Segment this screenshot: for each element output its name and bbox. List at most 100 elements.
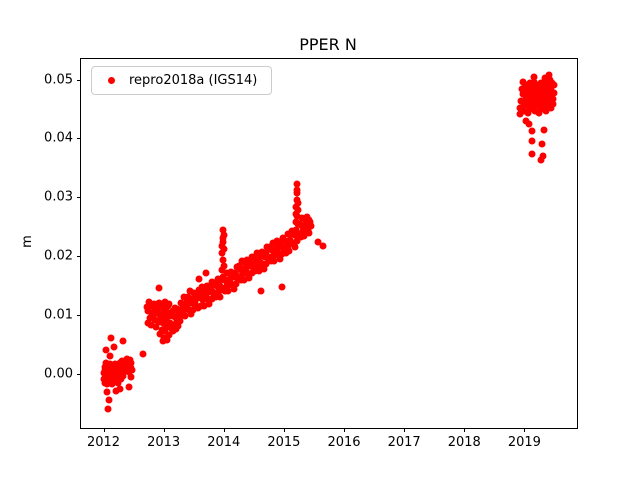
- data-point: [169, 327, 177, 335]
- x-tick-label: 2017: [387, 435, 421, 450]
- data-point: [269, 252, 277, 260]
- data-point: [220, 245, 228, 252]
- data-point: [128, 366, 136, 374]
- data-point: [239, 270, 247, 278]
- data-point: [155, 318, 163, 326]
- data-point: [165, 331, 173, 339]
- data-point: [172, 314, 180, 322]
- data-point: [156, 330, 164, 338]
- data-point: [533, 81, 541, 89]
- data-point: [546, 76, 554, 84]
- data-point: [161, 298, 169, 306]
- x-tick-label: 2013: [147, 435, 181, 450]
- data-point: [543, 91, 551, 99]
- data-point: [139, 350, 147, 358]
- x-tick-mark: [163, 428, 165, 432]
- data-point: [304, 226, 312, 234]
- data-point: [145, 298, 153, 306]
- data-point: [255, 267, 263, 275]
- data-point: [533, 96, 541, 104]
- data-point: [223, 282, 231, 290]
- data-point: [278, 250, 286, 258]
- data-point: [163, 336, 171, 344]
- data-point: [528, 150, 536, 158]
- y-tick-mark: [77, 256, 81, 258]
- data-point: [119, 337, 127, 345]
- data-point: [181, 312, 189, 320]
- data-point: [143, 303, 151, 311]
- data-point: [165, 300, 173, 308]
- data-point: [292, 226, 300, 234]
- y-axis-label: m: [19, 235, 35, 248]
- data-point: [228, 281, 236, 289]
- data-point: [148, 309, 156, 317]
- data-point: [285, 247, 293, 255]
- data-point: [158, 303, 166, 311]
- data-point: [544, 81, 552, 89]
- data-point: [319, 242, 327, 250]
- x-tick-mark: [404, 428, 406, 432]
- data-point: [107, 334, 115, 342]
- x-tick-label: 2016: [327, 435, 361, 450]
- data-point: [176, 317, 184, 325]
- data-point: [260, 265, 268, 272]
- data-point: [188, 295, 196, 303]
- data-point: [216, 293, 224, 301]
- data-point: [547, 104, 555, 112]
- y-tick-label: 0.03: [44, 189, 73, 205]
- data-point: [218, 249, 225, 257]
- data-point: [172, 325, 180, 333]
- y-tick-mark: [77, 197, 81, 199]
- data-point: [244, 270, 252, 278]
- data-point: [158, 326, 166, 334]
- data-point: [245, 274, 253, 282]
- data-point: [294, 206, 302, 214]
- y-tick-mark: [77, 315, 81, 316]
- legend-label: repro2018a (IGS14): [129, 73, 258, 88]
- x-tick-mark: [464, 428, 466, 432]
- data-point: [539, 81, 547, 89]
- data-point: [218, 266, 226, 274]
- data-point: [277, 239, 285, 247]
- data-point: [293, 196, 301, 204]
- data-point: [541, 74, 549, 82]
- data-point: [159, 337, 167, 345]
- data-point: [530, 73, 538, 81]
- data-point: [106, 352, 114, 360]
- data-point: [219, 238, 227, 246]
- data-point: [184, 293, 192, 301]
- data-point: [293, 180, 301, 188]
- data-point: [274, 251, 282, 259]
- x-tick-mark: [344, 428, 346, 432]
- data-point: [199, 296, 207, 304]
- data-point: [528, 137, 536, 145]
- data-point: [105, 396, 113, 404]
- data-point: [163, 309, 171, 317]
- data-point: [529, 85, 536, 93]
- data-point: [259, 261, 266, 269]
- data-point: [170, 321, 178, 329]
- x-tick-label: 2014: [207, 435, 241, 450]
- chart-title: PPER N: [299, 35, 357, 54]
- y-tick-label: 0.02: [44, 248, 73, 264]
- data-point: [200, 302, 208, 310]
- data-point: [147, 321, 155, 329]
- data-point: [293, 212, 301, 220]
- data-point: [528, 81, 536, 89]
- data-point: [224, 287, 232, 295]
- data-point: [314, 238, 322, 246]
- y-tick-mark: [77, 138, 81, 140]
- y-tick-mark: [77, 373, 81, 375]
- data-point: [215, 287, 223, 295]
- data-point: [154, 304, 162, 312]
- data-point: [220, 262, 228, 270]
- data-point: [150, 300, 158, 308]
- data-point: [549, 100, 557, 108]
- data-point: [125, 383, 133, 391]
- data-point: [162, 305, 170, 313]
- x-tick-mark: [223, 428, 225, 432]
- data-point: [102, 346, 110, 354]
- data-point: [112, 387, 120, 395]
- data-point: [516, 110, 524, 118]
